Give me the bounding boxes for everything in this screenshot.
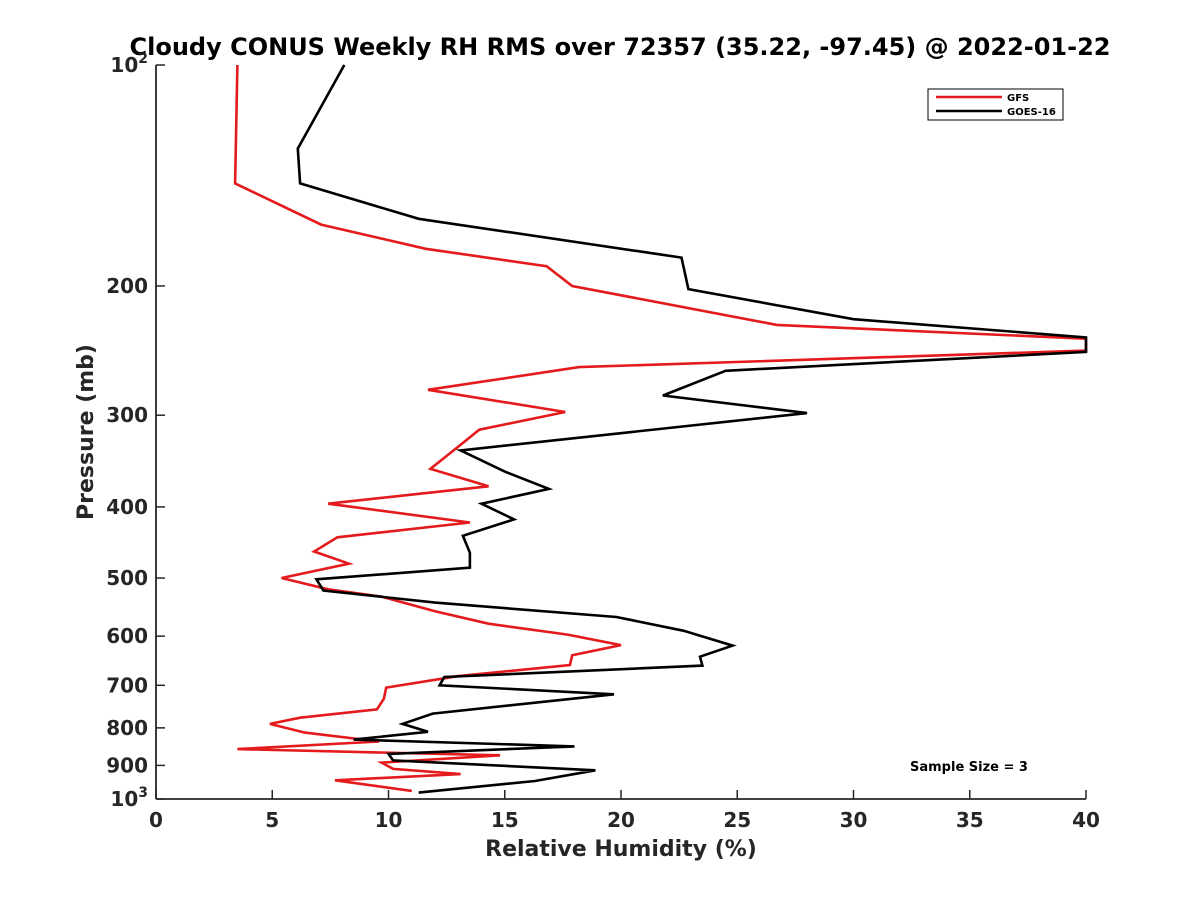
- legend: GFS GOES-16: [927, 88, 1064, 121]
- y-tick-label: 103: [110, 785, 148, 811]
- x-tick-label: 15: [491, 808, 519, 832]
- legend-label-gfs: GFS: [1007, 93, 1029, 104]
- y-tick-label: 700: [106, 673, 148, 697]
- y-tick-label: 400: [106, 495, 148, 519]
- x-tick-label: 0: [149, 808, 163, 832]
- legend-label-goes16: GOES-16: [1007, 107, 1056, 118]
- series-line-goes16: [296, 64, 1088, 794]
- y-axis-label: Pressure (mb): [74, 344, 99, 520]
- x-tick-label: 5: [265, 808, 279, 832]
- x-axis-label: Relative Humidity (%): [485, 837, 757, 862]
- y-axis-ticks: 102 200 300 400 500 600 700 800 900 103: [106, 51, 165, 811]
- y-tick-label: 900: [106, 753, 148, 777]
- y-tick-label: 200: [106, 274, 148, 298]
- x-tick-label: 35: [956, 808, 984, 832]
- chart-title: Cloudy CONUS Weekly RH RMS over 72357 (3…: [130, 33, 1111, 61]
- y-tick-label: 102: [110, 51, 148, 77]
- x-axis-ticks: 0 5 10 15 20 25 30 35 40: [149, 790, 1100, 832]
- x-tick-label: 30: [840, 808, 868, 832]
- x-tick-label: 20: [607, 808, 635, 832]
- x-tick-label: 25: [723, 808, 751, 832]
- x-tick-label: 40: [1072, 808, 1100, 832]
- legend-box: [927, 88, 1064, 121]
- series-layer: [233, 64, 1088, 794]
- y-tick-label: 800: [106, 716, 148, 740]
- y-tick-label: 600: [106, 624, 148, 648]
- sample-size-annotation: Sample Size = 3: [910, 760, 1028, 775]
- y-tick-label: 500: [106, 566, 148, 590]
- y-tick-label: 300: [106, 403, 148, 427]
- x-tick-label: 10: [375, 808, 403, 832]
